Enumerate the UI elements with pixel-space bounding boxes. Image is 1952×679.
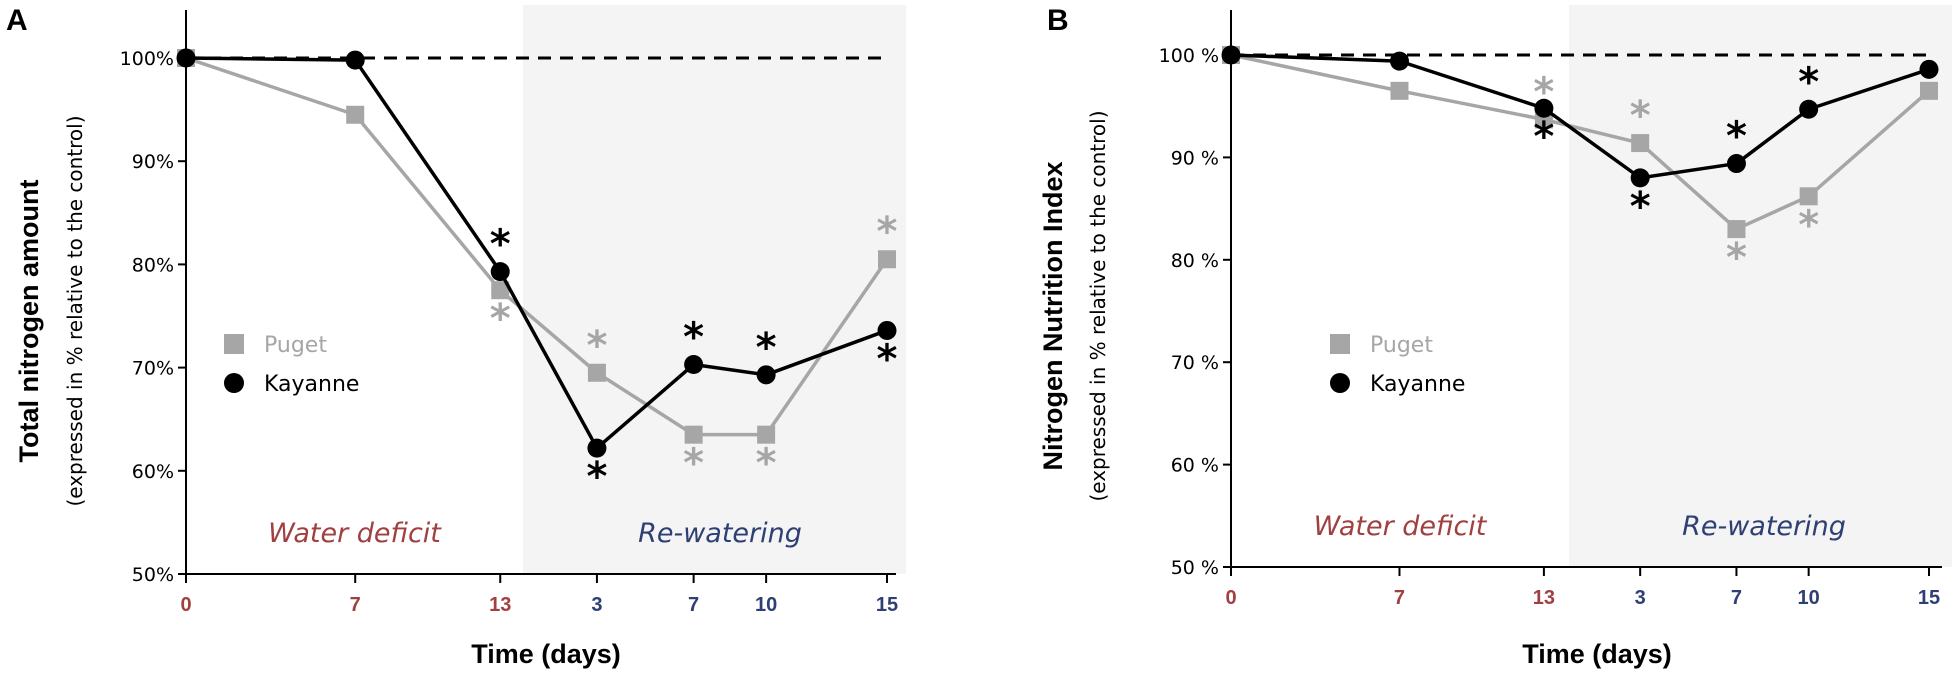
x-tick-label: 15 — [1918, 587, 1940, 609]
y-tick-label: 80 % — [1171, 250, 1219, 272]
significance-star: * — [1630, 184, 1651, 230]
significance-star: * — [756, 325, 777, 371]
rewatering-shade — [1569, 5, 1952, 567]
data-point-puget — [684, 425, 703, 444]
legend-marker-kayanne — [224, 373, 244, 393]
data-point-kayanne — [1726, 154, 1746, 174]
legend-label-puget: Puget — [264, 333, 327, 358]
x-tick-label: 13 — [489, 594, 511, 616]
data-point-puget — [878, 250, 896, 269]
x-tick-label: 0 — [1225, 587, 1236, 609]
significance-star: * — [490, 296, 511, 342]
legend-marker-puget — [224, 334, 244, 354]
data-point-puget — [346, 105, 365, 124]
significance-star: * — [1726, 114, 1747, 160]
data-point-puget — [587, 363, 606, 382]
y-axis-label: Nitrogen Nutrition Index — [1038, 162, 1068, 471]
significance-star: * — [877, 209, 898, 255]
x-tick-label: 7 — [688, 594, 699, 616]
rewatering-shade — [523, 5, 906, 574]
y-tick-label: 50 % — [1171, 557, 1219, 579]
data-point-puget — [757, 425, 776, 444]
data-point-kayanne — [1534, 98, 1554, 118]
chart-panel-a: A 50% 60% 70% 80% 90% 100% 0 7 13 3 7 10 15 Water defi… — [6, 4, 906, 669]
panel-letter: B — [1047, 4, 1069, 37]
x-tick-label: 7 — [350, 594, 361, 616]
data-point-puget — [1631, 134, 1650, 153]
x-tick-label: 15 — [876, 594, 898, 616]
x-axis-label: Time (days) — [471, 639, 621, 669]
rewatering-label: Re-watering — [1682, 511, 1846, 542]
significance-star: * — [683, 315, 704, 361]
significance-star: * — [490, 222, 511, 268]
data-point-kayanne — [1630, 168, 1650, 188]
y-tick-label: 60 % — [1171, 455, 1219, 477]
legend: Puget Kayanne — [1330, 333, 1465, 397]
y-tick-label: 80% — [132, 254, 174, 276]
data-point-kayanne — [345, 50, 365, 70]
x-tick-label: 10 — [755, 594, 777, 616]
significance-star: * — [756, 441, 777, 487]
data-point-puget — [1920, 81, 1938, 100]
legend-label-kayanne: Kayanne — [1370, 372, 1465, 397]
legend-label-puget: Puget — [1370, 333, 1433, 358]
significance-star: * — [683, 441, 704, 487]
data-point-kayanne — [1221, 45, 1241, 65]
data-point-puget — [1799, 187, 1818, 206]
x-tick-label: 3 — [1635, 587, 1646, 609]
x-tick-label: 13 — [1533, 587, 1555, 609]
y-tick-label: 100% — [120, 48, 174, 70]
rewatering-label: Re-watering — [638, 518, 802, 549]
data-point-kayanne — [877, 320, 897, 340]
significance-star: * — [1798, 202, 1819, 248]
significance-star: * — [877, 336, 898, 382]
y-tick-label: 70% — [132, 358, 174, 380]
significance-star: * — [1533, 114, 1554, 160]
data-point-kayanne — [756, 365, 776, 385]
data-point-kayanne — [1389, 51, 1409, 71]
data-point-kayanne — [490, 262, 510, 282]
data-point-puget — [1390, 81, 1409, 100]
panel-letter: A — [6, 4, 28, 37]
chart-panel-b: B 50 % 60 % 70 % 80 % 90 % 100 % 0 7 13 3 7 10 15 Wate… — [1038, 4, 1952, 669]
significance-star: * — [1630, 93, 1651, 139]
data-point-kayanne — [684, 355, 704, 375]
y-tick-label: 70 % — [1171, 352, 1219, 374]
legend-label-kayanne: Kayanne — [264, 372, 359, 397]
y-tick-label: 50% — [132, 564, 174, 586]
data-point-puget — [1727, 220, 1746, 239]
data-point-kayanne — [1799, 99, 1819, 119]
x-axis-label: Time (days) — [1522, 639, 1672, 669]
legend: Puget Kayanne — [224, 333, 359, 397]
x-tick-label: 7 — [1394, 587, 1405, 609]
x-tick-label: 0 — [180, 594, 191, 616]
y-tick-label: 90% — [132, 151, 174, 173]
significance-star: * — [586, 323, 607, 369]
x-tick-label: 10 — [1798, 587, 1820, 609]
legend-marker-kayanne — [1330, 373, 1350, 393]
y-tick-label: 90 % — [1171, 147, 1219, 169]
y-axis-sublabel: (expressed in % relative to the control) — [63, 115, 87, 506]
x-tick-label: 7 — [1731, 587, 1742, 609]
x-tick-label: 3 — [591, 594, 602, 616]
significance-star: * — [1798, 59, 1819, 105]
significance-star: * — [1726, 235, 1747, 281]
data-point-kayanne — [176, 48, 196, 68]
data-point-puget — [491, 281, 510, 300]
data-point-kayanne — [1919, 59, 1939, 79]
legend-marker-puget — [1330, 334, 1350, 354]
y-tick-label: 100 % — [1159, 45, 1219, 67]
water-deficit-label: Water deficit — [268, 518, 442, 549]
significance-star: * — [586, 454, 607, 500]
water-deficit-label: Water deficit — [1314, 511, 1488, 542]
y-axis-label: Total nitrogen amount — [14, 180, 44, 463]
y-tick-label: 60% — [132, 461, 174, 483]
data-point-kayanne — [587, 438, 607, 458]
y-axis-sublabel: (expressed in % relative to the control) — [1086, 110, 1110, 501]
